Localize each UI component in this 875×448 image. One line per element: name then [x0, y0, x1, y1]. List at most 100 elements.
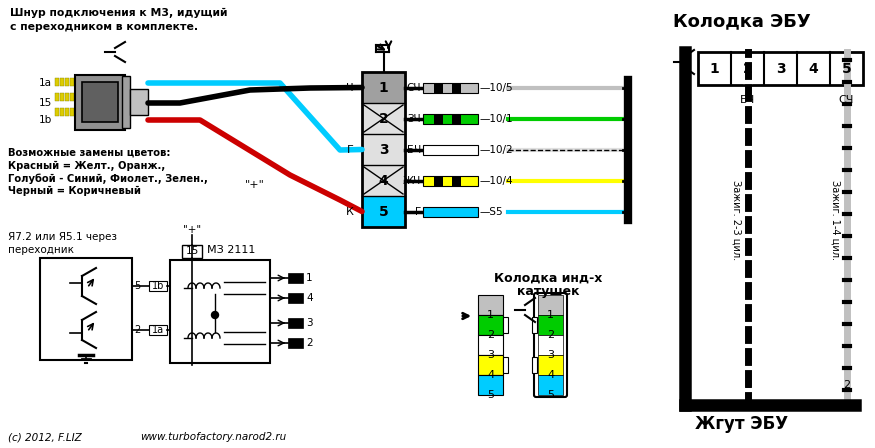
Bar	[70, 108, 74, 116]
Text: 2: 2	[843, 380, 850, 390]
Text: 3: 3	[776, 61, 786, 76]
Text: 2: 2	[744, 380, 751, 390]
Bar	[434, 113, 443, 124]
Text: Г: Г	[415, 207, 421, 216]
Text: 2: 2	[134, 325, 140, 335]
Text: 5: 5	[842, 61, 851, 76]
Bar	[70, 78, 74, 86]
Bar	[538, 355, 563, 375]
Bar	[288, 318, 303, 328]
Bar	[434, 82, 443, 92]
Bar	[538, 335, 563, 355]
Circle shape	[212, 311, 219, 319]
Text: Черный = Коричневый: Черный = Коричневый	[8, 186, 141, 196]
Text: 1: 1	[547, 310, 554, 320]
Text: с переходником в комплекте.: с переходником в комплекте.	[10, 22, 198, 32]
Bar	[65, 93, 69, 101]
Bar	[423, 207, 478, 216]
Bar	[170, 260, 270, 363]
Bar	[55, 108, 59, 116]
Text: 15: 15	[186, 246, 199, 256]
Text: 4: 4	[808, 61, 818, 76]
Text: БЧ: БЧ	[407, 145, 421, 155]
Bar	[538, 375, 563, 395]
Bar	[478, 335, 503, 355]
Text: Красный = Желт., Оранж.,: Красный = Желт., Оранж.,	[8, 161, 165, 171]
Text: 1b: 1b	[38, 115, 52, 125]
Bar	[70, 93, 74, 101]
Text: К: К	[346, 207, 354, 216]
Text: 5: 5	[379, 204, 388, 219]
Bar	[698, 52, 863, 85]
Bar	[478, 355, 503, 375]
Bar	[122, 76, 130, 128]
Bar	[40, 258, 132, 360]
Text: 4: 4	[379, 173, 388, 188]
Text: 2: 2	[547, 330, 554, 340]
Bar	[538, 295, 563, 315]
Bar	[452, 176, 461, 185]
Bar	[60, 78, 64, 86]
Bar	[182, 245, 202, 258]
Text: 2: 2	[743, 61, 752, 76]
Text: 1: 1	[306, 273, 312, 283]
Bar	[538, 315, 563, 335]
Bar	[434, 176, 443, 185]
Bar	[532, 317, 537, 333]
Text: ЖЧ: ЖЧ	[402, 176, 421, 185]
Text: Шнур подключения к М3, идущий: Шнур подключения к М3, идущий	[10, 8, 228, 18]
Text: 5: 5	[134, 281, 140, 291]
Bar	[452, 113, 461, 124]
Text: —10/5: —10/5	[479, 82, 513, 92]
Bar	[149, 281, 167, 291]
Text: "+": "+"	[183, 225, 201, 235]
Text: 2: 2	[379, 112, 388, 125]
Text: МЗ 2111: МЗ 2111	[207, 245, 256, 255]
Bar	[532, 357, 537, 373]
Bar	[362, 72, 405, 103]
Bar	[478, 375, 503, 395]
Bar	[60, 108, 64, 116]
Text: ЗЧ: ЗЧ	[408, 113, 421, 124]
Text: —10/1: —10/1	[479, 113, 513, 124]
Bar	[478, 295, 503, 315]
Bar	[60, 93, 64, 101]
Text: Голубой - Синий, Фиолет., Зелен.,: Голубой - Синий, Фиолет., Зелен.,	[8, 173, 208, 184]
Text: БЧ: БЧ	[740, 95, 755, 105]
Text: Зажиг. 2-3 цил.: Зажиг. 2-3 цил.	[732, 180, 741, 260]
Text: www.turbofactory.narod2.ru: www.turbofactory.narod2.ru	[140, 432, 286, 442]
Bar	[362, 134, 405, 165]
Bar	[478, 315, 503, 335]
Bar	[82, 82, 118, 122]
Bar	[423, 82, 478, 92]
Text: 3: 3	[547, 350, 554, 360]
Text: Колодка ЭБУ: Колодка ЭБУ	[673, 12, 811, 30]
Bar	[75, 75, 125, 130]
Text: Колодка инд-х: Колодка инд-х	[493, 272, 602, 285]
Text: 4: 4	[547, 370, 554, 380]
Text: 3: 3	[487, 350, 494, 360]
Text: 3: 3	[306, 318, 312, 328]
Text: катушек: катушек	[517, 285, 579, 298]
Text: —S5: —S5	[479, 207, 502, 216]
Bar	[149, 325, 167, 335]
Text: —10/2: —10/2	[479, 145, 513, 155]
Text: 5: 5	[547, 390, 554, 400]
Text: Возможные замены цветов:: Возможные замены цветов:	[8, 148, 171, 158]
Bar	[130, 89, 148, 115]
Bar	[452, 82, 461, 92]
Text: (c) 2012, F.LIZ: (c) 2012, F.LIZ	[8, 432, 81, 442]
Bar	[423, 176, 478, 185]
Bar	[288, 338, 303, 348]
Bar	[288, 293, 303, 303]
Text: 3: 3	[379, 142, 388, 156]
Bar	[423, 145, 478, 155]
Bar	[423, 113, 478, 124]
Bar	[362, 196, 405, 227]
Bar	[65, 108, 69, 116]
Bar	[362, 72, 405, 227]
Bar	[288, 273, 303, 283]
Text: "+": "+"	[245, 180, 265, 190]
Text: Жгут ЭБУ: Жгут ЭБУ	[696, 415, 788, 433]
Bar	[503, 317, 508, 333]
